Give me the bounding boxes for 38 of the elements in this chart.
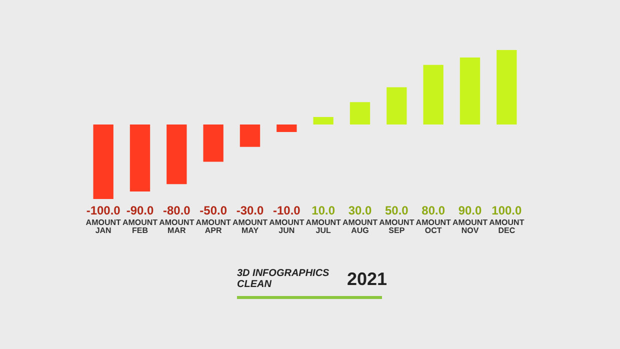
data-label: -30.0 xyxy=(236,203,264,218)
x-tick-label: AMOUNT MAY xyxy=(232,218,268,236)
data-label: -90.0 xyxy=(126,203,154,218)
bar xyxy=(276,124,297,132)
x-tick-label: AMOUNT OCT xyxy=(416,218,451,236)
x-tick-label: AMOUNT AUG xyxy=(342,218,378,236)
data-label: -100.0 xyxy=(86,203,121,218)
x-tick-label: AMOUNT APR xyxy=(196,218,231,236)
data-label: 80.0 xyxy=(422,203,446,218)
x-tick-label: AMOUNT FEB xyxy=(122,218,158,236)
x-tick-label: AMOUNT JAN xyxy=(86,218,121,236)
x-tick-label: AMOUNT JUL xyxy=(306,218,341,236)
data-label: -10.0 xyxy=(272,203,301,218)
bar xyxy=(423,64,444,124)
data-label: -80.0 xyxy=(162,203,191,218)
bar xyxy=(240,124,260,147)
bar xyxy=(203,124,224,162)
x-tick-label: AMOUNT SEP xyxy=(379,218,414,236)
bar xyxy=(166,124,187,184)
bar xyxy=(386,87,407,124)
x-tick-label: AMOUNT NOV xyxy=(452,218,488,236)
x-tick-label: AMOUNT JUN xyxy=(269,218,304,236)
data-label: 10.0 xyxy=(312,203,336,218)
bar xyxy=(313,117,334,124)
bar xyxy=(460,57,480,124)
text: 2021 xyxy=(346,268,387,290)
data-label: -50.0 xyxy=(200,203,228,218)
x-tick-label: AMOUNT MAR xyxy=(159,218,194,236)
data-label: 30.0 xyxy=(348,203,372,218)
bar xyxy=(350,102,370,124)
data-label: 50.0 xyxy=(384,203,409,218)
bar xyxy=(93,124,114,199)
data-label: 100.0 xyxy=(492,203,522,218)
bar xyxy=(130,124,150,192)
x-tick-label: AMOUNT DEC xyxy=(489,218,524,236)
data-label: 90.0 xyxy=(458,203,482,218)
bar xyxy=(496,50,517,124)
text: 3D INFOGRAPHICS CLEAN xyxy=(237,268,330,290)
